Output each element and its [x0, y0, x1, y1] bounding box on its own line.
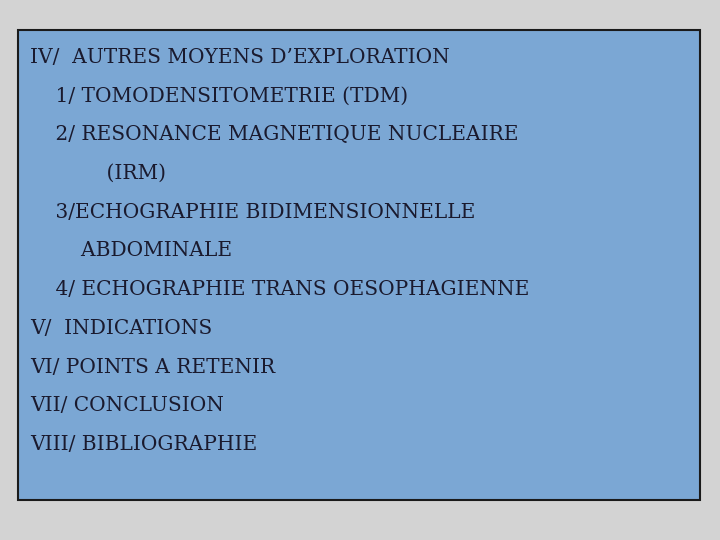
- FancyBboxPatch shape: [18, 30, 700, 500]
- Text: VII/ CONCLUSION: VII/ CONCLUSION: [30, 396, 224, 415]
- Text: 1/ TOMODENSITOMETRIE (TDM): 1/ TOMODENSITOMETRIE (TDM): [30, 87, 408, 106]
- Text: V/  INDICATIONS: V/ INDICATIONS: [30, 319, 212, 338]
- Text: (IRM): (IRM): [30, 164, 166, 183]
- Text: 3/ECHOGRAPHIE BIDIMENSIONNELLE: 3/ECHOGRAPHIE BIDIMENSIONNELLE: [30, 203, 475, 222]
- Text: VI/ POINTS A RETENIR: VI/ POINTS A RETENIR: [30, 357, 275, 376]
- Text: ABDOMINALE: ABDOMINALE: [30, 241, 232, 260]
- Text: 2/ RESONANCE MAGNETIQUE NUCLEAIRE: 2/ RESONANCE MAGNETIQUE NUCLEAIRE: [30, 125, 518, 144]
- Text: VIII/ BIBLIOGRAPHIE: VIII/ BIBLIOGRAPHIE: [30, 435, 257, 454]
- Text: IV/  AUTRES MOYENS D’EXPLORATION: IV/ AUTRES MOYENS D’EXPLORATION: [30, 48, 450, 67]
- Text: 4/ ECHOGRAPHIE TRANS OESOPHAGIENNE: 4/ ECHOGRAPHIE TRANS OESOPHAGIENNE: [30, 280, 529, 299]
